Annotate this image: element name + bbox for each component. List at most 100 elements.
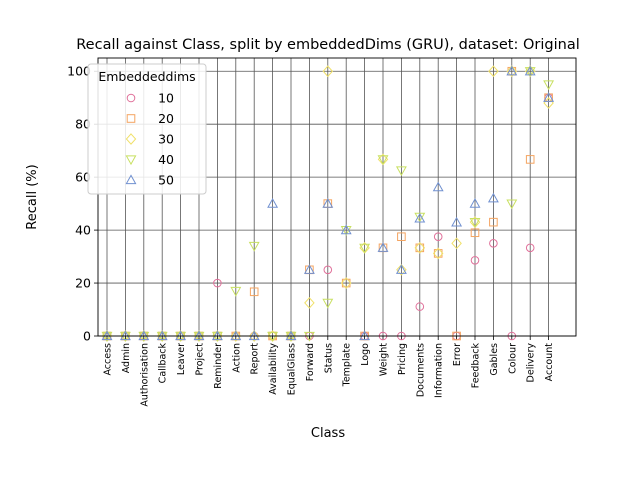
- y-tick-label: 0: [83, 329, 91, 344]
- data-point: [377, 155, 389, 166]
- data-point: [322, 298, 334, 309]
- data-point: [377, 242, 389, 252]
- data-point: [193, 330, 205, 341]
- x-tick-label: Forward: [305, 343, 316, 381]
- y-axis: 0 20 40 60 80 100: [67, 64, 98, 344]
- legend-marker: [125, 155, 137, 166]
- data-point: [138, 330, 150, 341]
- data-point: [101, 330, 113, 341]
- legend-marker: [126, 93, 136, 103]
- data-point: [249, 287, 259, 297]
- x-tick-label: Gables: [489, 343, 500, 376]
- data-point: [230, 330, 242, 341]
- data-point: [470, 255, 480, 265]
- data-point: [415, 243, 425, 253]
- data-point: [469, 197, 481, 208]
- legend-label: 50: [158, 173, 174, 188]
- x-tick-label: Template: [342, 343, 353, 388]
- y-tick-label: 20: [75, 276, 91, 291]
- x-tick-label: Feedback: [471, 343, 482, 389]
- data-point: [506, 65, 518, 76]
- x-tick-label: Reminder: [213, 343, 224, 389]
- data-points: [101, 65, 555, 342]
- x-tick-label: Admin: [121, 343, 132, 373]
- data-point: [543, 80, 555, 91]
- data-point: [267, 331, 279, 342]
- data-point: [432, 181, 444, 192]
- x-tick-label: Leaver: [176, 343, 187, 375]
- x-tick-label: EqualGlass: [287, 343, 298, 395]
- x-tick-label: Delivery: [526, 343, 537, 383]
- legend-title: Embeddeddims: [98, 69, 195, 84]
- x-axis: Access Admin Authorisation Callback Leaver Pr…: [103, 336, 555, 407]
- data-point: [213, 278, 222, 288]
- data-point: [451, 237, 462, 250]
- data-point: [525, 155, 535, 164]
- data-point: [340, 224, 352, 235]
- x-axis-label: Class: [311, 426, 345, 441]
- x-tick-label: Information: [434, 343, 445, 398]
- x-tick-label: Availability: [268, 343, 279, 395]
- x-tick-label: Logo: [360, 343, 371, 366]
- data-point: [469, 218, 481, 228]
- data-point: [414, 241, 426, 254]
- data-point: [395, 264, 407, 274]
- y-tick-label: 80: [75, 117, 91, 132]
- data-point: [359, 243, 371, 254]
- data-point: [359, 330, 371, 341]
- data-point: [322, 197, 334, 208]
- data-point: [303, 264, 315, 274]
- y-axis-label: Recall (%): [25, 164, 40, 229]
- x-tick-label: Error: [452, 343, 463, 366]
- data-point: [470, 228, 480, 238]
- data-point: [414, 212, 426, 223]
- data-point: [396, 263, 407, 276]
- data-point: [432, 247, 444, 260]
- x-tick-label: Authorisation: [139, 343, 150, 407]
- legend-marker: [125, 174, 137, 185]
- data-point: [524, 65, 536, 76]
- data-point: [341, 278, 351, 288]
- x-tick-label: Report: [250, 343, 261, 375]
- data-point: [211, 330, 223, 341]
- data-point: [323, 265, 333, 275]
- chart-title: Recall against Class, split by embeddedD…: [76, 37, 579, 53]
- data-point: [285, 330, 297, 341]
- data-point: [267, 197, 279, 208]
- data-point: [340, 277, 352, 289]
- data-point: [487, 192, 499, 203]
- y-tick-label: 40: [75, 223, 91, 238]
- data-point: [506, 65, 518, 78]
- data-point: [489, 239, 498, 248]
- data-point: [322, 65, 334, 78]
- legend-box: [87, 63, 207, 195]
- data-point: [433, 249, 443, 258]
- x-tick-label: Status: [323, 343, 334, 373]
- x-tick-label: Pricing: [397, 343, 408, 375]
- data-point: [395, 166, 407, 177]
- legend: Embeddeddims 10 20 30 40 50: [87, 63, 207, 195]
- legend-marker: [125, 133, 137, 145]
- legend-label: 40: [158, 152, 174, 167]
- x-tick-label: Weight: [379, 343, 390, 376]
- data-point: [175, 330, 187, 341]
- x-tick-label: Account: [544, 343, 555, 382]
- data-point: [248, 330, 260, 342]
- data-point: [433, 232, 443, 242]
- data-point: [397, 232, 406, 242]
- data-point: [248, 241, 260, 252]
- data-point: [543, 92, 555, 102]
- data-point: [489, 217, 498, 227]
- data-point: [488, 65, 499, 78]
- data-point: [415, 302, 425, 311]
- data-point: [304, 297, 315, 309]
- data-point: [230, 286, 242, 297]
- legend-label: 10: [158, 91, 174, 106]
- x-tick-label: Project: [195, 343, 206, 376]
- data-point: [119, 330, 131, 341]
- legend-label: 30: [158, 132, 174, 147]
- x-tick-label: Action: [231, 343, 242, 373]
- data-point: [451, 216, 463, 227]
- x-tick-label: Documents: [415, 343, 426, 397]
